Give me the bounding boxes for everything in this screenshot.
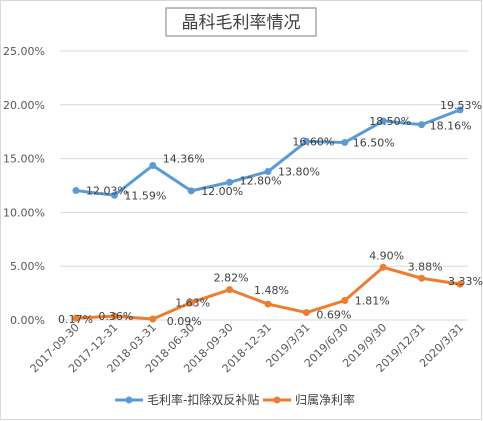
data-label: 18.16%	[430, 120, 472, 133]
data-label: 3.33%	[448, 275, 483, 288]
legend-label: 毛利率-扣除双反补贴	[147, 392, 259, 407]
data-label: 13.80%	[278, 166, 320, 179]
y-tick-label: 25.00%	[3, 45, 45, 58]
data-point	[264, 300, 272, 308]
y-tick-label: 10.00%	[3, 206, 45, 219]
legend-swatch-marker	[273, 396, 281, 404]
data-label: 18.50%	[369, 115, 411, 128]
data-label: 1.48%	[254, 284, 289, 297]
data-labels: 12.03%11.59% 14.36% 12.00%12.80%13.80% 16.6…	[58, 99, 483, 328]
chart-title: 晶科毛利率情况	[182, 13, 301, 33]
data-label: 0.36%	[98, 310, 133, 323]
legend: 毛利率-扣除双反补贴 归属净利率	[115, 392, 355, 407]
data-point	[226, 286, 234, 294]
data-point	[72, 187, 80, 195]
data-label: 0.09%	[167, 315, 202, 328]
data-label: 0.17%	[58, 313, 93, 326]
data-label: 12.03%	[86, 185, 128, 198]
data-point	[379, 117, 387, 125]
data-label: 1.81%	[355, 295, 390, 308]
data-label: 19.53%	[440, 99, 482, 112]
legend-label: 归属净利率	[295, 392, 355, 407]
data-label: 14.36%	[163, 152, 205, 165]
data-point	[302, 309, 310, 317]
data-point	[72, 314, 80, 322]
data-point	[302, 137, 310, 145]
data-point	[341, 297, 349, 305]
data-point	[379, 263, 387, 271]
legend-swatch-marker	[125, 396, 133, 404]
data-point	[226, 178, 234, 186]
data-point	[187, 187, 195, 195]
data-point	[456, 280, 464, 288]
data-label: 1.63%	[175, 296, 210, 309]
data-point	[149, 315, 157, 323]
data-point	[418, 121, 426, 129]
data-label: 12.80%	[240, 174, 282, 187]
data-label: 4.90%	[369, 249, 404, 262]
data-label: 2.82%	[214, 272, 249, 285]
data-point	[110, 191, 118, 199]
gridlines	[60, 50, 468, 321]
data-point	[187, 298, 195, 306]
data-point	[341, 138, 349, 146]
data-label: 0.69%	[316, 309, 351, 322]
data-point	[264, 168, 272, 176]
series	[72, 106, 464, 323]
data-label: 11.59%	[124, 189, 166, 202]
y-axis-ticks: 0.00% 5.00% 10.00% 15.00% 20.00% 25.00%	[3, 45, 45, 327]
chart-title-box	[165, 7, 317, 37]
y-tick-label: 5.00%	[10, 260, 45, 273]
data-point	[149, 161, 157, 169]
y-tick-label: 20.00%	[3, 99, 45, 112]
y-tick-label: 0.00%	[10, 314, 45, 327]
data-label: 16.50%	[353, 136, 395, 149]
data-point	[110, 312, 118, 320]
y-tick-label: 15.00%	[3, 153, 45, 166]
data-label: 16.60%	[292, 135, 334, 148]
data-point	[456, 106, 464, 114]
data-label: 3.88%	[408, 260, 443, 273]
data-label: 12.00%	[201, 185, 243, 198]
data-point	[418, 274, 426, 282]
